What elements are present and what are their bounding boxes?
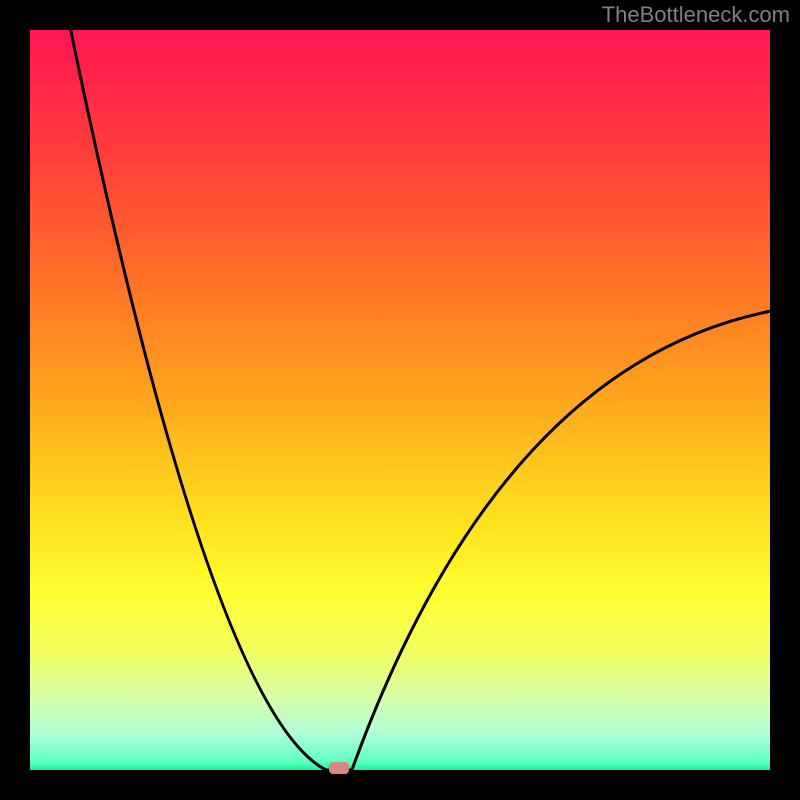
- watermark-text: TheBottleneck.com: [602, 2, 790, 28]
- plot-area: [30, 30, 770, 770]
- optimum-marker: [329, 762, 349, 774]
- bottleneck-curve: [30, 30, 770, 770]
